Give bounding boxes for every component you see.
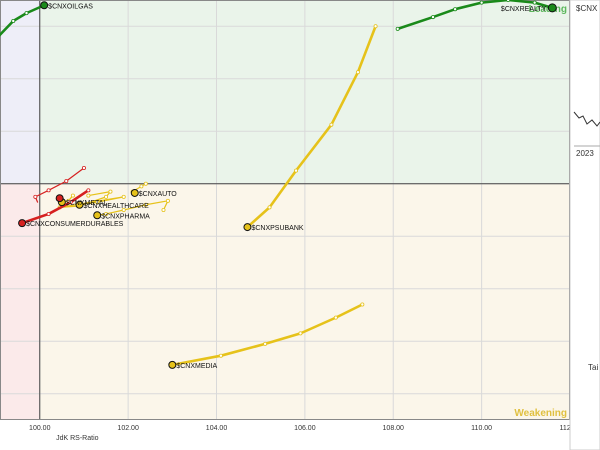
trail-point [81, 165, 86, 170]
trail-point [64, 179, 69, 184]
series-label: $CNXOILGAS [48, 3, 93, 10]
trail-point [360, 302, 365, 307]
trail-point [506, 0, 511, 2]
series-head [93, 211, 102, 220]
trail-point [298, 331, 303, 336]
x-tick-label: 104.00 [206, 425, 228, 432]
quadrant-improving [0, 0, 40, 184]
side-panel-tail-label: Tai [588, 363, 598, 372]
trail-point [104, 211, 109, 216]
trail-point [161, 207, 166, 212]
x-tick-label: 106.00 [294, 425, 316, 432]
side-panel [569, 0, 600, 450]
trail-point [139, 184, 144, 189]
series-label: $CNXREALTY [501, 6, 547, 13]
side-panel-sparkline [573, 111, 600, 127]
trail-point [86, 188, 91, 193]
trail-point [33, 194, 38, 199]
trail-point [479, 0, 484, 5]
series-line [0, 3, 46, 37]
trail-point [329, 122, 334, 127]
series-head [547, 3, 557, 13]
series-label: $CNXHEALTHCARE [84, 203, 150, 210]
series-line [20, 189, 90, 225]
trail-point [46, 188, 51, 193]
series-line [246, 24, 377, 229]
series-head [55, 194, 64, 203]
trail-point [104, 194, 109, 199]
trail-point [121, 207, 126, 212]
x-axis-label: JdK RS-Ratio [56, 435, 99, 442]
series-head [18, 219, 27, 228]
trail-point [121, 194, 126, 199]
series-label: $CNXMETAL [66, 200, 108, 207]
trail-point [86, 193, 91, 198]
trail-point [143, 181, 148, 186]
trail-point [24, 11, 29, 16]
trail-point [108, 189, 113, 194]
trail-point [68, 200, 73, 205]
series-head [243, 223, 252, 232]
trail-point [165, 198, 170, 203]
series-label: $CNXPSUBANK [251, 225, 303, 232]
trail-point [143, 202, 148, 207]
x-tick-label: 100.00 [29, 425, 51, 432]
trail-point [373, 24, 378, 29]
series-label: $CNXPHARMA [101, 213, 150, 220]
trail-point [355, 70, 360, 75]
x-tick-label: 108.00 [383, 425, 405, 432]
trail-point [95, 200, 100, 205]
trail-point [431, 15, 436, 20]
trail-point [263, 341, 268, 346]
trail-point [395, 26, 400, 31]
series-line [171, 303, 364, 367]
trail-point [532, 0, 537, 5]
side-panel-title: $CNX [576, 4, 598, 13]
quadrant-label-weakening: Weakening [514, 408, 567, 419]
trail-point [46, 211, 51, 216]
trail-point [70, 193, 75, 198]
x-tick-label: 102.00 [117, 425, 139, 432]
series-head [75, 200, 84, 209]
series-head [40, 1, 49, 10]
series-label: $CNXCONSUMERDURABLES [26, 221, 124, 228]
trail-point [453, 7, 458, 12]
trail-point [333, 315, 338, 320]
trail-point [267, 205, 272, 210]
trail-point [294, 168, 299, 173]
side-panel-year: 2023 [576, 149, 594, 158]
series-label: $CNXMEDIA [176, 363, 217, 370]
series-head [130, 188, 139, 197]
quadrant-label-leading: Leading [529, 4, 567, 15]
series-head [168, 360, 177, 369]
trail-point [218, 353, 223, 358]
x-tick-label: 110.00 [471, 425, 492, 432]
series-label: $CNXAUTO [139, 191, 178, 198]
trail-point [11, 18, 16, 23]
